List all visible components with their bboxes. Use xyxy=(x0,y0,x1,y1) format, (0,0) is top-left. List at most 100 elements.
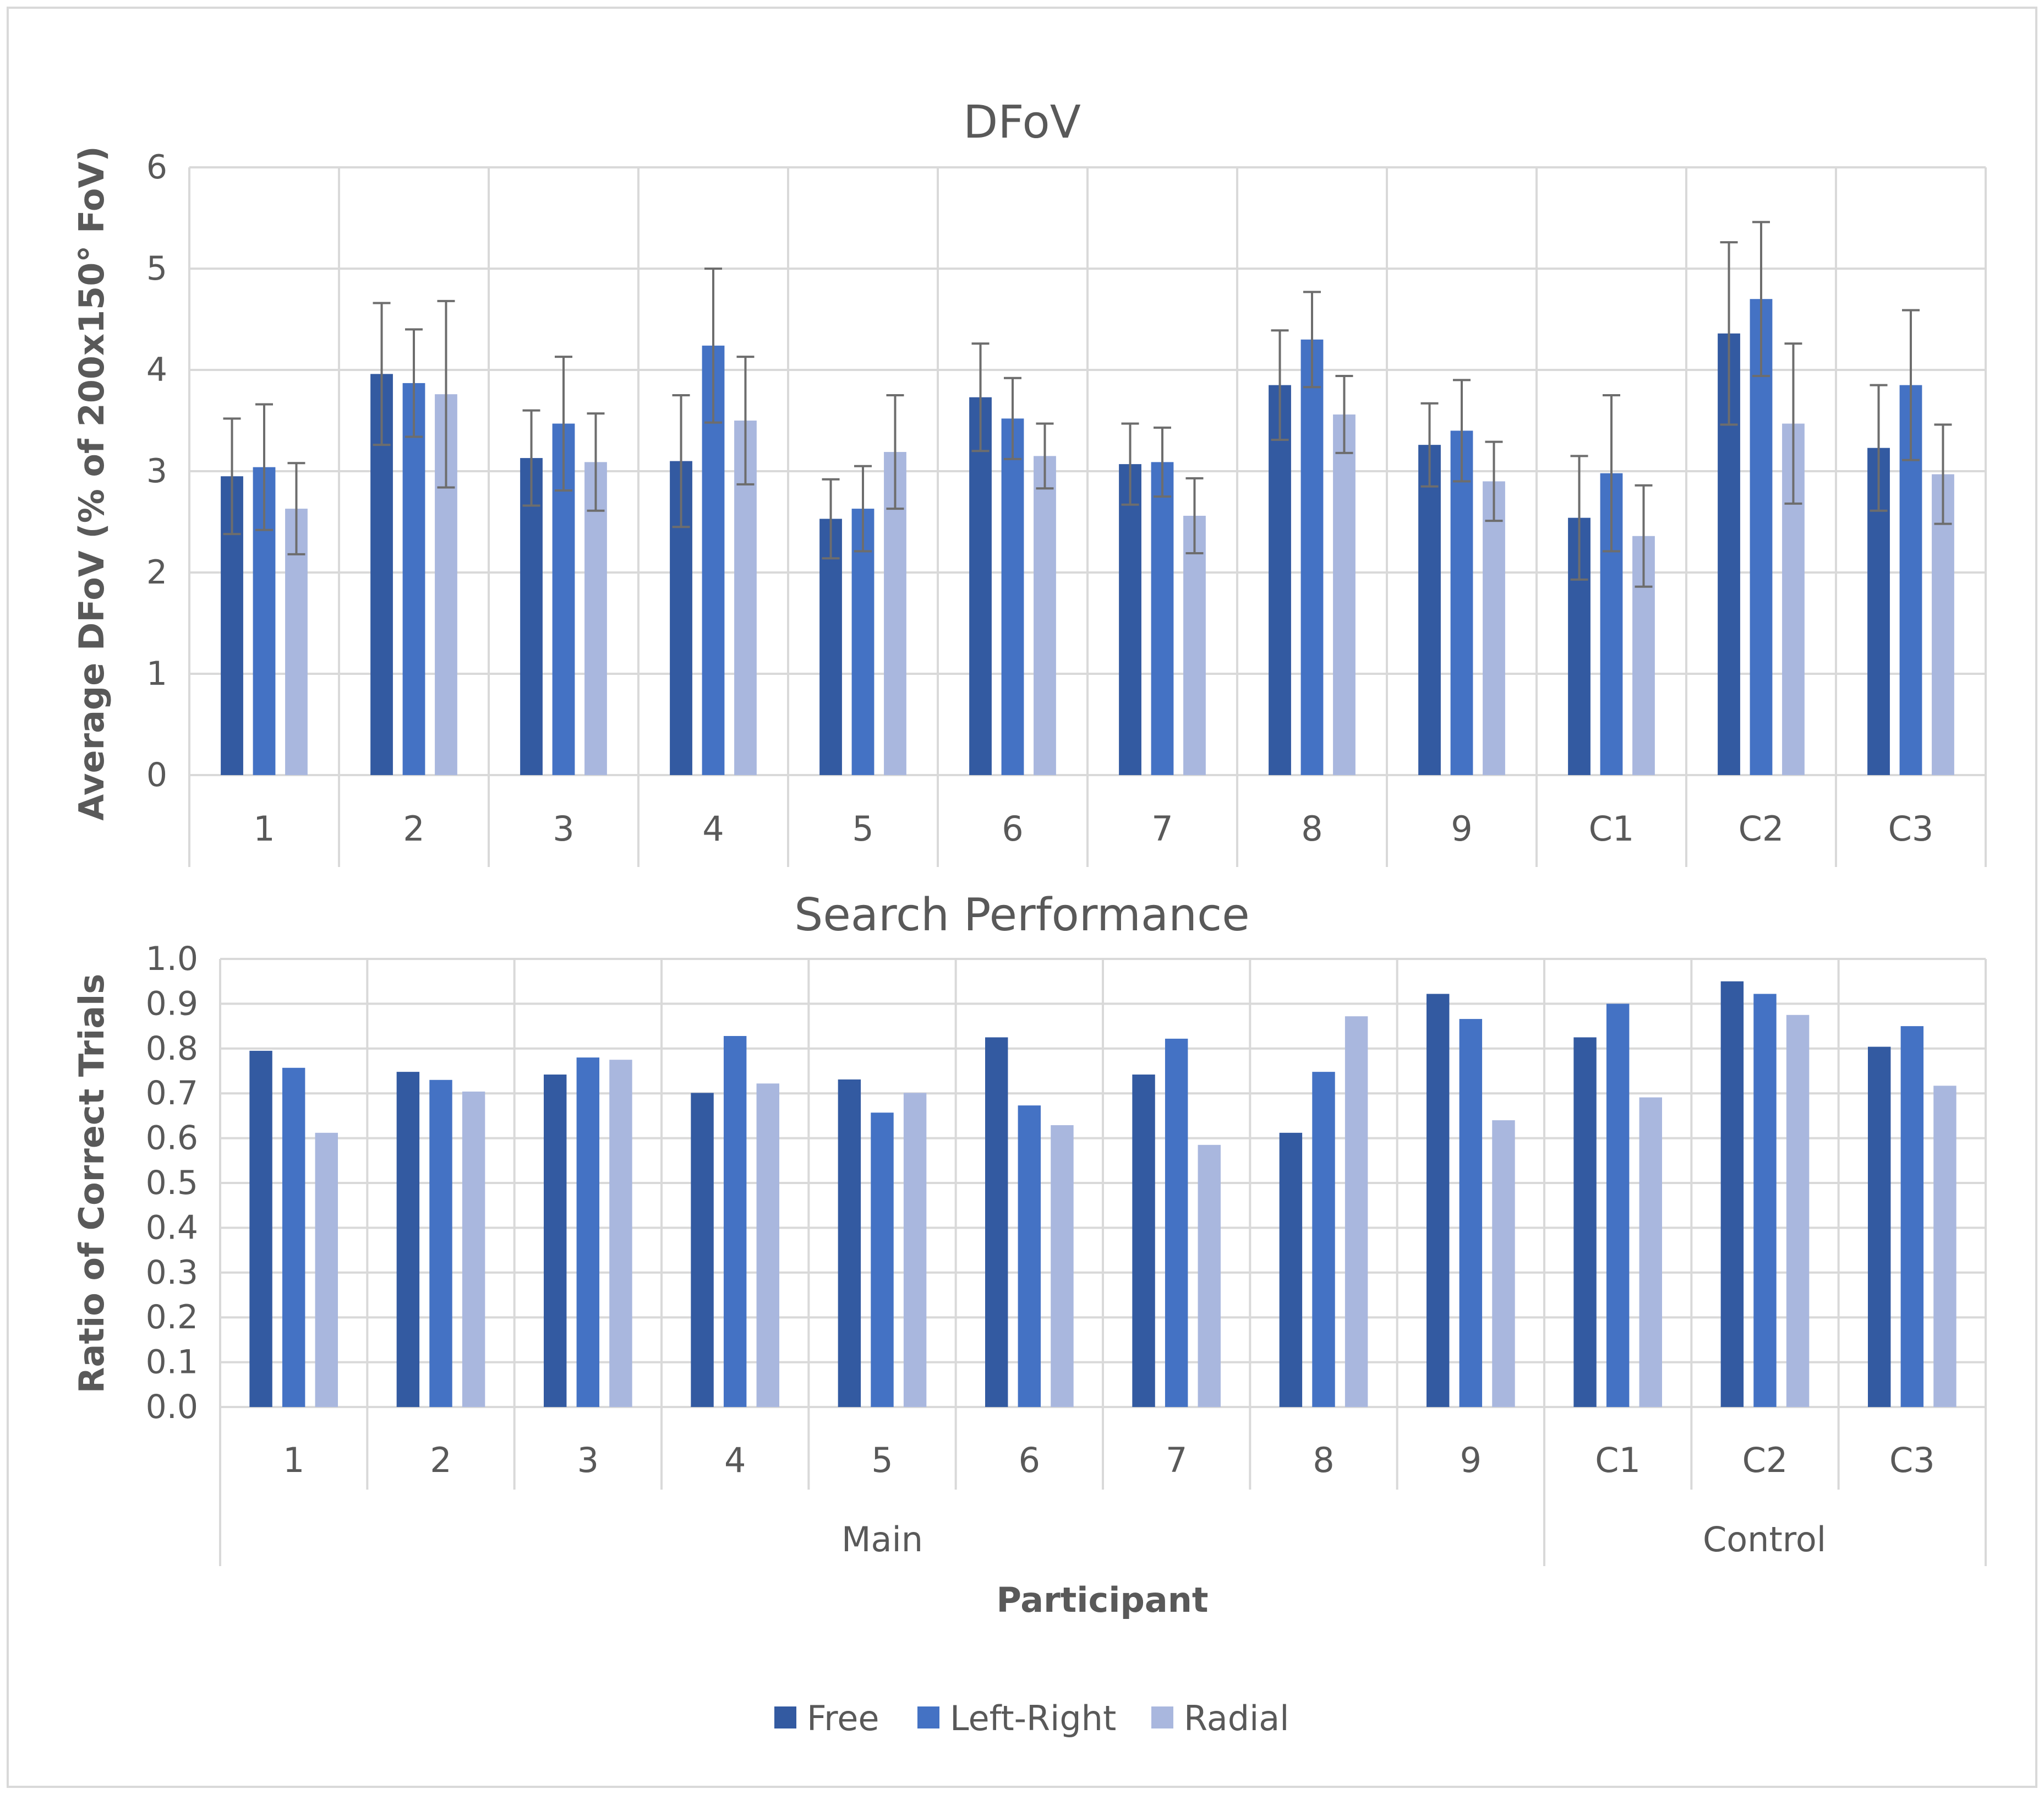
search-y-tick-label: 0.2 xyxy=(146,1298,198,1337)
dfov-x-tick-label-4: 4 xyxy=(702,809,724,849)
dfov-chart: DFoV Average DFoV (% of 200x150° FoV) 0 1… xyxy=(72,96,1987,867)
figure-frame xyxy=(7,7,2037,1788)
search-bar-radial-c1 xyxy=(1639,1097,1663,1407)
dfov-bar-left-right-8 xyxy=(1300,339,1324,775)
search-bar-radial-7 xyxy=(1198,1144,1221,1407)
dfov-error-bars xyxy=(223,221,1952,588)
legend-label-left-right: Left-Right xyxy=(950,1698,1116,1738)
dfov-bar-left-right-5 xyxy=(851,509,875,775)
dfov-x-tick-label-7: 7 xyxy=(1151,809,1173,849)
legend-swatch-left-right xyxy=(917,1706,939,1728)
dfov-y-tick-label: 2 xyxy=(146,553,167,592)
dfov-bar-radial-7 xyxy=(1183,515,1206,775)
search-x-tick-label-c3: C3 xyxy=(1889,1440,1935,1480)
dfov-y-tick-label: 6 xyxy=(146,148,167,187)
dfov-x-tick-label-c1: C1 xyxy=(1589,809,1635,849)
dfov-bars xyxy=(221,299,1954,775)
dfov-x-tick-label-8: 8 xyxy=(1301,809,1322,849)
dfov-y-tick-label: 3 xyxy=(146,452,167,490)
search-bar-free-3 xyxy=(543,1075,567,1407)
search-bar-free-5 xyxy=(838,1079,861,1407)
search-bar-radial-6 xyxy=(1051,1125,1074,1407)
dfov-x-tick-label-c2: C2 xyxy=(1739,809,1784,849)
search-bar-radial-2 xyxy=(462,1091,485,1407)
legend-swatch-free xyxy=(774,1706,796,1728)
search-bar-radial-c2 xyxy=(1786,1015,1810,1407)
dfov-bar-left-right-2 xyxy=(402,383,425,775)
search-x-tick-label-1: 1 xyxy=(283,1440,304,1480)
search-bar-radial-1 xyxy=(315,1132,338,1407)
search-bar-free-4 xyxy=(691,1093,714,1407)
search-bar-radial-8 xyxy=(1345,1016,1368,1407)
search-performance-chart: Search Performance Ratio of Correct Tria… xyxy=(72,889,1987,1620)
legend: Free Left-Right Radial xyxy=(774,1698,1289,1738)
dfov-x-tick-label-5: 5 xyxy=(852,809,873,849)
search-bar-radial-c3 xyxy=(1933,1086,1956,1407)
search-x-tick-label-2: 2 xyxy=(430,1440,451,1480)
search-bar-free-9 xyxy=(1426,994,1450,1407)
search-x-tick-label-7: 7 xyxy=(1166,1440,1187,1480)
search-bar-free-c2 xyxy=(1720,981,1744,1407)
search-y-tick-label: 0.3 xyxy=(146,1253,198,1292)
search-bar-radial-3 xyxy=(609,1060,632,1407)
search-x-tick-label-c1: C1 xyxy=(1595,1440,1641,1480)
dfov-bar-radial-3 xyxy=(584,462,607,775)
dfov-bar-left-right-6 xyxy=(1001,418,1024,775)
dfov-y-tick-labels: 0 1 2 3 4 5 6 xyxy=(146,148,167,794)
legend-label-radial: Radial xyxy=(1184,1698,1289,1738)
search-bar-free-6 xyxy=(985,1037,1008,1407)
search-bar-left-right-8 xyxy=(1312,1072,1335,1407)
search-bar-left-right-2 xyxy=(429,1079,452,1407)
search-y-tick-label: 0.7 xyxy=(146,1074,198,1113)
search-bar-free-7 xyxy=(1132,1075,1155,1407)
search-bar-free-2 xyxy=(396,1072,420,1407)
search-chart-title: Search Performance xyxy=(794,889,1249,941)
search-bar-left-right-1 xyxy=(282,1067,305,1407)
dfov-bar-free-3 xyxy=(520,458,543,775)
dfov-y-tick-label: 1 xyxy=(146,655,167,693)
search-bar-radial-5 xyxy=(903,1093,927,1407)
search-bar-left-right-9 xyxy=(1459,1019,1483,1407)
search-bar-left-right-6 xyxy=(1018,1105,1041,1407)
search-y-tick-label: 0.4 xyxy=(146,1208,198,1247)
dfov-y-tick-label: 0 xyxy=(146,756,167,794)
dfov-bar-free-7 xyxy=(1119,464,1141,775)
search-bar-left-right-c2 xyxy=(1753,994,1777,1407)
search-bar-radial-9 xyxy=(1492,1120,1515,1407)
search-x-tick-label-3: 3 xyxy=(577,1440,599,1480)
dfov-bar-free-9 xyxy=(1418,445,1441,775)
search-bar-left-right-c1 xyxy=(1606,1004,1630,1407)
search-y-tick-label: 1.0 xyxy=(146,940,198,978)
search-y-tick-label: 0.5 xyxy=(146,1164,198,1202)
search-y-tick-label: 0.6 xyxy=(146,1119,198,1158)
dfov-x-tick-label-c3: C3 xyxy=(1888,809,1934,849)
search-y-axis-label: Ratio of Correct Trials xyxy=(72,974,112,1393)
search-bar-left-right-7 xyxy=(1165,1038,1188,1407)
dfov-x-tick-label-9: 9 xyxy=(1451,809,1472,849)
search-bar-left-right-3 xyxy=(576,1057,600,1407)
dfov-x-tick-labels: 1 2 3 4 5 6 7 8 9 C1 C2 C3 xyxy=(253,809,1933,849)
dfov-bar-free-8 xyxy=(1269,385,1291,775)
search-x-tick-label-c2: C2 xyxy=(1742,1440,1788,1480)
search-bar-left-right-c3 xyxy=(1900,1026,1924,1407)
search-bars xyxy=(249,981,1956,1407)
search-x-tick-label-4: 4 xyxy=(724,1440,746,1480)
dfov-y-tick-label: 5 xyxy=(146,249,167,288)
dfov-x-tick-label-2: 2 xyxy=(403,809,424,849)
dfov-bar-left-right-9 xyxy=(1450,430,1473,775)
dfov-x-tick-label-6: 6 xyxy=(1002,809,1023,849)
dfov-bar-radial-9 xyxy=(1483,481,1505,775)
dfov-bar-left-right-7 xyxy=(1151,462,1174,775)
dfov-bar-left-right-c2 xyxy=(1750,299,1773,775)
search-gridlines xyxy=(219,958,1987,1566)
dfov-bar-free-5 xyxy=(819,519,842,775)
search-y-tick-label: 0.8 xyxy=(146,1029,198,1068)
dfov-x-tick-label-3: 3 xyxy=(553,809,574,849)
dfov-bar-radial-6 xyxy=(1034,456,1056,775)
search-bar-radial-4 xyxy=(756,1083,780,1407)
search-bar-free-c1 xyxy=(1573,1037,1597,1407)
dfov-chart-title: DFoV xyxy=(963,96,1081,149)
group-label-main: Main xyxy=(841,1519,923,1559)
search-y-tick-label: 0.0 xyxy=(146,1388,198,1426)
